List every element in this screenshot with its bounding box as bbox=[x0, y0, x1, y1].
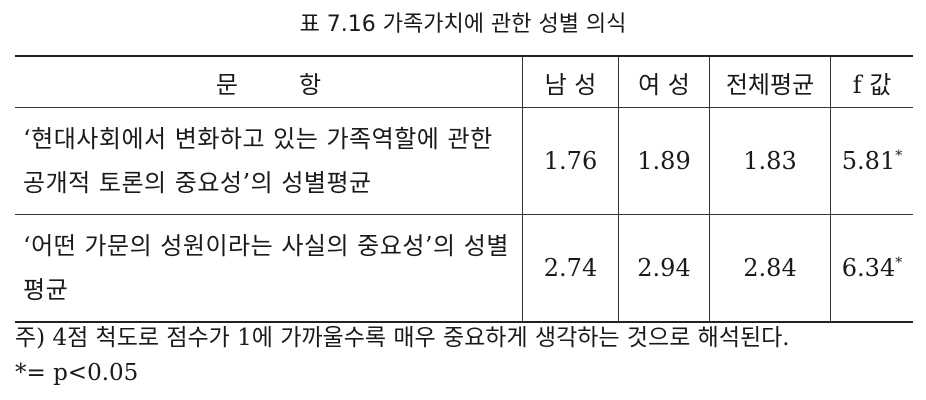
header-total: 전체평균 bbox=[709, 55, 831, 108]
f-value: 6.34 bbox=[841, 254, 896, 282]
table-caption: 표 7.16 가족가치에 관한 성별 의식 bbox=[299, 12, 627, 37]
row-total: 2.84 bbox=[709, 214, 831, 323]
table-row: ‘어떤 가문의 성원이라는 사실의 중요성’의 성별평균 2.74 2.94 2… bbox=[15, 214, 913, 323]
data-table: 문 항 남 성 여 성 전체평균 f 값 ‘현대사회에서 변화하고 있는 가족역… bbox=[15, 55, 913, 323]
f-value: 5.81 bbox=[841, 147, 896, 175]
row-female: 1.89 bbox=[618, 107, 710, 215]
row-item: ‘어떤 가문의 성원이라는 사실의 중요성’의 성별평균 bbox=[15, 214, 523, 323]
row-item: ‘현대사회에서 변화하고 있는 가족역할에 관한 공개적 토론의 중요성’의 성… bbox=[15, 107, 523, 215]
row-male: 2.74 bbox=[522, 214, 619, 323]
footnote-scale: 주) 4점 척도로 점수가 1에 가까울수록 매우 중요하게 생각하는 것으로 … bbox=[15, 325, 790, 351]
table-row: ‘현대사회에서 변화하고 있는 가족역할에 관한 공개적 토론의 중요성’의 성… bbox=[15, 107, 913, 215]
row-f: 5.81* bbox=[830, 107, 913, 215]
significance-mark: * bbox=[895, 255, 903, 271]
header-male: 남 성 bbox=[522, 55, 619, 108]
row-total: 1.83 bbox=[709, 107, 831, 215]
header-row: 문 항 남 성 여 성 전체평균 f 값 bbox=[15, 55, 913, 108]
header-female: 여 성 bbox=[618, 55, 710, 108]
row-f: 6.34* bbox=[830, 214, 913, 323]
row-female: 2.94 bbox=[618, 214, 710, 323]
row-male: 1.76 bbox=[522, 107, 619, 215]
significance-mark: * bbox=[895, 148, 903, 164]
header-f: f 값 bbox=[830, 55, 913, 108]
footnote-significance: *= p<0.05 bbox=[15, 360, 139, 386]
header-item: 문 항 bbox=[15, 55, 523, 108]
